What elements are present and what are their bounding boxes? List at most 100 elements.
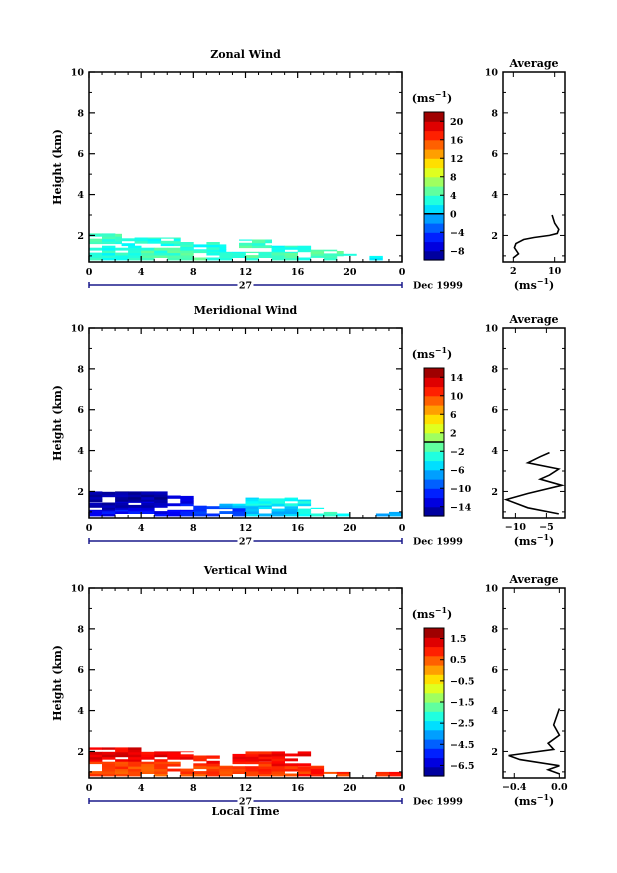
heatmap-cell — [102, 747, 116, 750]
heatmap-cell — [102, 763, 116, 767]
heatmap-cell — [297, 503, 312, 507]
heatmap-cell — [167, 754, 181, 758]
average-title: Average — [508, 573, 558, 586]
heatmap-cell — [284, 255, 298, 258]
colorbar-segment — [424, 442, 444, 452]
heatmap-cell — [206, 257, 220, 261]
heatmap-cell — [89, 252, 103, 256]
heatmap-cell — [180, 503, 194, 507]
average-profile-line — [512, 214, 560, 259]
colorbar-tick-label: 0.5 — [450, 655, 467, 666]
heatmap-cell — [258, 505, 272, 507]
average-profile-line — [508, 708, 561, 775]
heatmap-cell — [180, 495, 194, 499]
colorbar-tick-label: −2 — [450, 447, 465, 458]
colorbar-segment — [424, 469, 444, 480]
heatmap-cell — [167, 751, 181, 753]
heatmap-cell — [141, 252, 155, 256]
x-tick-label: 0 — [399, 783, 406, 794]
y-tick-label: 2 — [77, 747, 84, 758]
day-label: 27 — [239, 537, 252, 548]
heatmap-cell — [173, 238, 181, 242]
heatmap-cell — [167, 257, 181, 261]
heatmap-cell — [167, 511, 181, 514]
heatmap-cell — [193, 506, 207, 510]
heatmap-cell — [89, 761, 103, 765]
heatmap-cell — [252, 240, 266, 244]
heatmap-cell — [245, 768, 259, 772]
heatmap-cell — [271, 245, 285, 248]
date-label: Dec 1999 — [413, 797, 463, 808]
heatmap-cell — [141, 763, 155, 767]
heatmap-cell — [258, 252, 272, 256]
heatmap-cell — [121, 243, 135, 247]
heatmap-cell — [297, 257, 312, 261]
heatmap-cell — [141, 501, 155, 503]
heatmap-cell — [180, 773, 194, 777]
day-label-bg — [237, 796, 254, 806]
heatmap-cell — [160, 243, 175, 247]
colorbar-tick-label: 14 — [450, 373, 464, 384]
heatmap-cell — [128, 507, 142, 511]
colorbar-tick-label: 6 — [450, 410, 457, 421]
heatmap-cell — [89, 496, 103, 500]
heatmap-cell — [102, 766, 116, 770]
heatmap-cell — [297, 768, 312, 772]
heatmap-cell — [89, 771, 103, 774]
y-tick-label: 8 — [77, 108, 84, 119]
heatmap-cell — [147, 240, 162, 244]
heatmap-cell — [193, 755, 207, 757]
colorbar-segment — [424, 204, 444, 215]
colorbar-segment — [424, 386, 444, 397]
heatmap-cell — [128, 771, 142, 774]
colorbar-tick-label: 4 — [450, 191, 457, 202]
heatmap-cell — [310, 251, 325, 254]
heatmap-cell — [154, 247, 168, 251]
heatmap-cell — [115, 749, 129, 753]
heatmap-cell — [115, 238, 122, 242]
heatmap-cell — [206, 755, 220, 759]
average-x-tick-label: 2 — [510, 266, 517, 277]
heatmap-cell — [115, 747, 129, 750]
y-tick-label: 6 — [77, 405, 84, 416]
average-x-tick-label: 10 — [548, 266, 562, 277]
heatmap-cell — [154, 252, 168, 256]
heatmap-cell — [219, 511, 233, 514]
colorbar-segment — [424, 377, 444, 388]
heatmap-cell — [245, 511, 259, 514]
heatmap-cell — [245, 500, 259, 504]
heatmap-cell — [245, 753, 259, 757]
average-y-tick-label: 8 — [491, 108, 498, 119]
heatmap-cell — [102, 507, 116, 511]
colorbar-segment — [424, 711, 444, 722]
heatmap-cell — [323, 255, 338, 258]
x-tick-label: 16 — [291, 267, 305, 278]
heatmap-cell — [252, 242, 266, 246]
colorbar-segment — [424, 739, 444, 749]
heatmap-cell — [154, 491, 168, 495]
heatmap-cell — [219, 768, 233, 772]
heatmap-cell — [245, 771, 259, 774]
heatmap-cell — [258, 506, 272, 510]
heatmap-cell — [336, 773, 351, 777]
heatmap-cell — [167, 495, 181, 499]
heatmap-cell — [115, 504, 129, 508]
heatmap-cell — [193, 763, 207, 767]
heatmap-cell — [141, 491, 155, 495]
heatmap-cell — [284, 252, 298, 256]
average-frame — [502, 71, 566, 263]
heatmap-cell — [115, 241, 122, 245]
heatmap-cell — [284, 511, 298, 514]
x-tick-label: 0 — [399, 523, 406, 534]
heatmap-cell — [89, 747, 103, 750]
heatmap-cell — [284, 245, 298, 248]
heatmap-cell — [258, 756, 272, 760]
colorbar-segment — [424, 167, 444, 178]
date-label: Dec 1999 — [413, 281, 463, 292]
heatmap-cell — [173, 237, 181, 239]
heatmap-cell — [128, 501, 142, 503]
heatmap-cell — [245, 503, 259, 507]
heatmap-cell — [141, 768, 155, 772]
heatmap-cell — [115, 236, 122, 240]
